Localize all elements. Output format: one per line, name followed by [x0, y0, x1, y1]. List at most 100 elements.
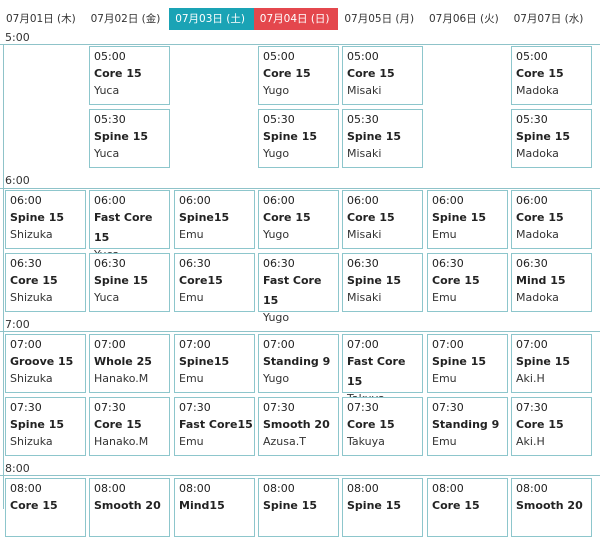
day-header-0702[interactable]: 07月02日 (金) [90, 13, 161, 25]
lesson-class-name: Standing 9 [432, 418, 500, 431]
lesson-time: 07:30 [432, 401, 464, 414]
lesson-card[interactable]: 05:30 Spine 15 Yuca [89, 109, 170, 168]
lesson-card[interactable]: 07:30 Core 15 Takuya [342, 397, 423, 456]
lesson-instructor: Misaki [347, 84, 382, 97]
lesson-class-name: Core 15 [347, 418, 395, 431]
day-header-0705[interactable]: 07月05日 (月) [344, 13, 415, 25]
lesson-card[interactable]: 07:30 Spine 15 Shizuka [5, 397, 86, 456]
lesson-card[interactable]: 05:30 Spine 15 Yugo [258, 109, 339, 168]
day-header-0707[interactable]: 07月07日 (水) [513, 13, 584, 25]
lesson-card[interactable]: 07:00 Spine 15 Emu [427, 334, 508, 393]
day-header-0706[interactable]: 07月06日 (火) [428, 13, 499, 25]
lesson-card[interactable]: 06:00 Core 15 Misaki [342, 190, 423, 249]
lesson-card[interactable]: 07:00 Spine15 Emu [174, 334, 255, 393]
lesson-card[interactable]: 08:00 Mind15 [174, 478, 255, 537]
lesson-card[interactable]: 06:30 Core 15 Emu [427, 253, 508, 312]
lesson-card[interactable]: 06:30 Spine 15 Yuca [89, 253, 170, 312]
lesson-card[interactable]: 06:30 Spine 15 Misaki [342, 253, 423, 312]
lesson-time: 06:00 [347, 194, 379, 207]
lesson-card[interactable]: 07:00 Standing 9 Yugo [258, 334, 339, 393]
lesson-card[interactable]: 07:30 Standing 9 Emu [427, 397, 508, 456]
lesson-time: 06:30 [516, 257, 548, 270]
lesson-card[interactable]: 08:00 Spine 15 [342, 478, 423, 537]
lesson-card[interactable]: 06:00 Spine15 Emu [174, 190, 255, 249]
lesson-time: 07:30 [94, 401, 126, 414]
lesson-class-name: Standing 9 [263, 355, 331, 368]
lesson-card[interactable]: 05:00 Core 15 Madoka [511, 46, 592, 105]
lesson-time: 07:00 [263, 338, 295, 351]
lesson-instructor: Emu [179, 372, 204, 385]
lesson-class-name: Groove 15 [10, 355, 74, 368]
lesson-card[interactable]: 05:00 Core 15 Misaki [342, 46, 423, 105]
lesson-instructor: Emu [432, 291, 457, 304]
lesson-instructor: Yugo [263, 147, 290, 160]
lesson-card[interactable]: 06:00 Spine 15 Emu [427, 190, 508, 249]
lesson-class-name: Spine 15 [94, 130, 148, 143]
lesson-instructor: Emu [179, 291, 204, 304]
lesson-card[interactable]: 06:00 Spine 15 Shizuka [5, 190, 86, 249]
lesson-time: 08:00 [94, 482, 126, 495]
lesson-time: 07:00 [10, 338, 42, 351]
lesson-time: 06:00 [432, 194, 464, 207]
lesson-instructor: Emu [432, 228, 457, 241]
lesson-class-name: Core 15 [10, 274, 58, 287]
lesson-card[interactable]: 08:00 Core 15 [5, 478, 86, 537]
lesson-card[interactable]: 07:30 Smooth 20 Azusa.T [258, 397, 339, 456]
lesson-card[interactable]: 08:00 Smooth 20 [89, 478, 170, 537]
lesson-card[interactable]: 06:30 Mind 15 Madoka [511, 253, 592, 312]
lesson-time: 06:30 [263, 257, 295, 270]
lesson-card[interactable]: 06:30 Core15 Emu [174, 253, 255, 312]
lesson-card[interactable]: 07:00 Spine 15 Aki.H [511, 334, 592, 393]
lesson-card[interactable]: 05:00 Core 15 Yuca [89, 46, 170, 105]
lesson-class-name: Mind15 [179, 499, 225, 512]
lesson-time: 07:00 [432, 338, 464, 351]
hour-divider-7 [0, 331, 600, 332]
lesson-card[interactable]: 07:30 Core 15 Aki.H [511, 397, 592, 456]
lesson-class-name: Smooth 20 [263, 418, 330, 431]
lesson-card[interactable]: 08:00 Core 15 [427, 478, 508, 537]
lesson-class-name: Spine15 [179, 355, 230, 368]
lesson-class-name: Spine 15 [347, 130, 401, 143]
lesson-class-name: Spine 15 [263, 130, 317, 143]
lesson-instructor: Takuya [347, 435, 385, 448]
lesson-card[interactable]: 05:30 Spine 15 Misaki [342, 109, 423, 168]
lesson-instructor: Aki.H [516, 435, 545, 448]
hour-label-8: 8:00 [5, 462, 30, 475]
lesson-card[interactable]: 06:30 Fast Core 15 Yugo [258, 253, 339, 324]
lesson-class-name: Fast Core 15 [94, 211, 153, 244]
lesson-time: 05:00 [94, 50, 126, 63]
lesson-class-name: Core 15 [94, 418, 142, 431]
lesson-time: 08:00 [516, 482, 548, 495]
lesson-class-name: Core 15 [347, 211, 395, 224]
lesson-instructor: Madoka [516, 228, 559, 241]
lesson-card[interactable]: 07:00 Whole 25 Hanako.M [89, 334, 170, 393]
day-header-0703[interactable]: 07月03日 (土) [169, 8, 254, 30]
lesson-time: 05:30 [347, 113, 379, 126]
day-header-0701[interactable]: 07月01日 (木) [6, 13, 76, 25]
lesson-card[interactable]: 08:00 Spine 15 [258, 478, 339, 537]
lesson-time: 05:30 [263, 113, 295, 126]
lesson-time: 06:30 [432, 257, 464, 270]
lesson-class-name: Whole 25 [94, 355, 152, 368]
lesson-card[interactable]: 06:00 Core 15 Madoka [511, 190, 592, 249]
lesson-card[interactable]: 06:30 Core 15 Shizuka [5, 253, 86, 312]
lesson-card[interactable]: 07:30 Core 15 Hanako.M [89, 397, 170, 456]
lesson-instructor: Yugo [263, 311, 290, 324]
lesson-card[interactable]: 08:00 Smooth 20 [511, 478, 592, 537]
lesson-instructor: Yuca [94, 291, 120, 304]
lesson-class-name: Spine 15 [432, 355, 486, 368]
lesson-card[interactable]: 07:30 Fast Core15 Emu [174, 397, 255, 456]
day-header-0704[interactable]: 07月04日 (日) [253, 8, 339, 30]
lesson-time: 08:00 [179, 482, 211, 495]
lesson-instructor: Shizuka [10, 435, 53, 448]
lesson-card[interactable]: 07:00 Groove 15 Shizuka [5, 334, 86, 393]
lesson-card[interactable]: 05:00 Core 15 Yugo [258, 46, 339, 105]
lesson-card[interactable]: 05:30 Spine 15 Madoka [511, 109, 592, 168]
lesson-class-name: Core 15 [263, 67, 311, 80]
lesson-class-name: Spine 15 [263, 499, 317, 512]
lesson-card[interactable]: 06:00 Core 15 Yugo [258, 190, 339, 249]
lesson-class-name: Spine 15 [94, 274, 148, 287]
lesson-instructor: Yugo [263, 84, 290, 97]
